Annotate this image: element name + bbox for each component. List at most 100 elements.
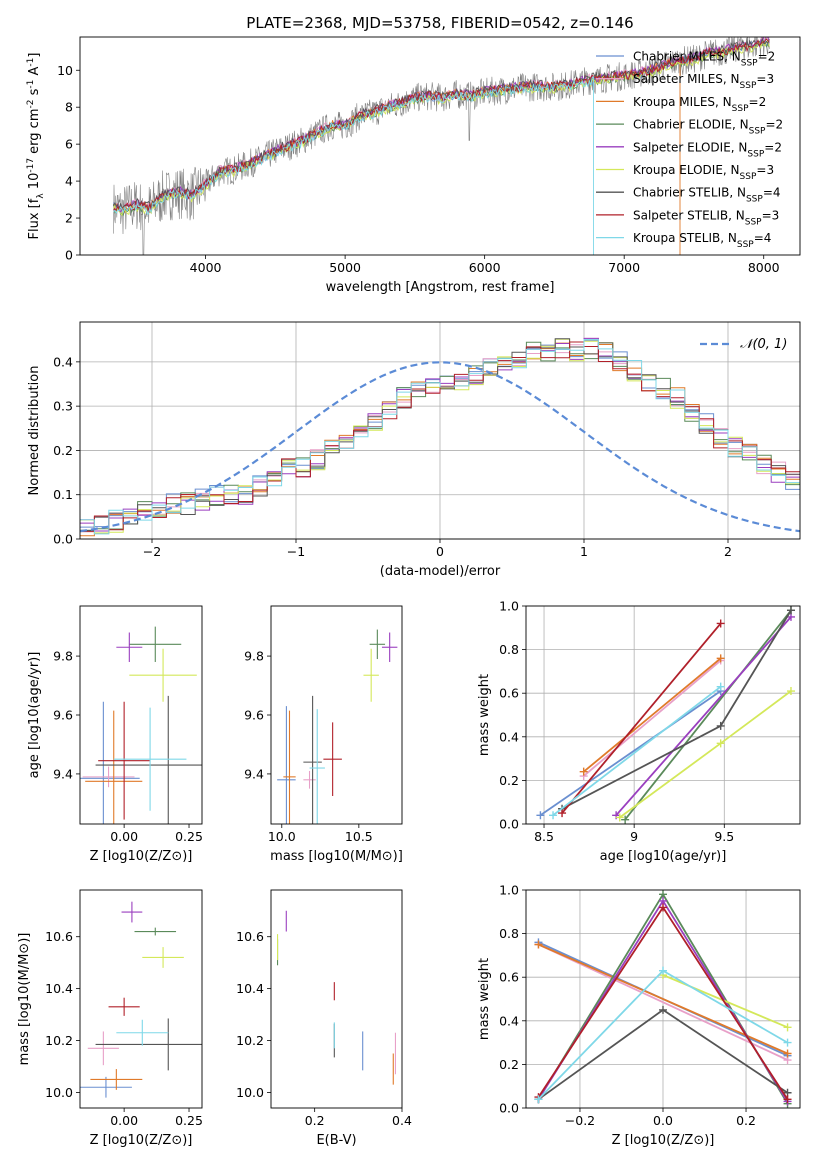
- y-tick-label: 0.8: [499, 926, 519, 941]
- weight-point-marker: [659, 903, 667, 912]
- legend-label: Chabrier STELIB, NSSP=4: [633, 186, 781, 205]
- errorbar-point: [95, 1018, 202, 1071]
- x-axis-label: (data-model)/error: [380, 564, 501, 579]
- errorbar-point: [142, 947, 184, 968]
- residual-histogram-step: [80, 337, 800, 532]
- x-axis-label: Z [log10(Z/Z⊙)]: [90, 849, 193, 864]
- residual-histogram-step: [80, 338, 800, 534]
- y-tick-label: 0.8: [499, 642, 519, 657]
- y-tick-label: 9.4: [244, 766, 264, 781]
- errorbar-point: [283, 710, 296, 824]
- x-tick-label: 0.00: [110, 829, 138, 844]
- weight-series-line: [619, 690, 792, 819]
- y-tick-label: 1.0: [499, 883, 519, 898]
- weight-point-marker: [786, 606, 795, 615]
- y-tick-label: 2: [65, 211, 73, 226]
- x-tick-label: 9: [630, 829, 638, 844]
- x-tick-label: 0.25: [175, 829, 203, 844]
- y-tick-label: 0.6: [499, 970, 519, 985]
- panel-mass_vs_Z: 0.00 0.25 10.0 10.2 10.4 10.6 Z [log10(Z/Z⊙)] m…: [17, 889, 203, 1148]
- residual-histogram-step: [80, 342, 800, 537]
- plot-frame: [79, 36, 801, 256]
- errorbar-point: [309, 709, 325, 824]
- y-tick-label: 10.0: [45, 1085, 73, 1100]
- weight-series-line: [615, 616, 792, 816]
- weight-series-line: [662, 974, 788, 1029]
- errorbar-point: [369, 629, 386, 660]
- y-tick-label: 9.4: [53, 766, 73, 781]
- x-tick-label: 5000: [329, 260, 361, 275]
- weight-point-marker: [783, 1049, 792, 1058]
- y-axis-label: mass weight: [477, 958, 492, 1040]
- panel-weight_vs_Z: −0.2 0.0 0.2 0.0 0.2 0.4 0.6 0.8 1.0 Z [log10(Z/Z…: [477, 883, 801, 1148]
- y-tick-label: 0.0: [53, 532, 73, 547]
- y-tick-label: 0.3: [53, 399, 73, 414]
- plot-frame: [270, 889, 403, 1109]
- weight-series-line: [552, 685, 722, 817]
- y-tick-label: 10.4: [236, 981, 264, 996]
- weight-point-marker: [534, 940, 543, 949]
- x-axis-label: age [log10(age/yr)]: [600, 849, 727, 864]
- weight-series-line: [561, 609, 792, 810]
- y-tick-label: 0.2: [499, 773, 519, 788]
- x-tick-label: 0.2: [736, 1113, 756, 1128]
- model-spectrum-line: [113, 38, 770, 212]
- plot-frame: [79, 889, 203, 1109]
- weight-point-marker: [558, 809, 567, 818]
- errorbar-point: [303, 695, 322, 824]
- y-tick-label: 9.8: [53, 649, 73, 664]
- panel-residuals: −2 −1 0 1 2 0.0 0.1 0.2 0.3 0.4 (data-model)/error…: [27, 321, 801, 579]
- weight-series-line: [561, 622, 722, 814]
- x-tick-label: 8.5: [534, 829, 554, 844]
- errorbar-point: [381, 632, 398, 662]
- panel-age_vs_mass: 10.0 10.5 9.4 9.6 9.8 mass [log10(M/M⊙)]: [244, 605, 403, 864]
- legend-label: Salpeter STELIB, NSSP=3: [633, 208, 779, 227]
- weight-point-marker: [716, 654, 725, 663]
- weight-series-line: [583, 659, 722, 777]
- residual-histogram-step: [80, 337, 800, 520]
- legend-label: Chabrier ELODIE, NSSP=2: [633, 118, 783, 137]
- y-tick-label: 0.2: [499, 1057, 519, 1072]
- y-tick-label: 1.0: [499, 599, 519, 614]
- x-tick-label: 10.0: [268, 829, 296, 844]
- x-tick-label: 0.00: [110, 1113, 138, 1128]
- x-axis-label: mass [log10(M/M⊙)]: [270, 849, 403, 864]
- errorbar-point: [108, 997, 140, 1016]
- x-axis-label: Z [log10(Z/Z⊙)]: [90, 1133, 193, 1148]
- y-tick-label: 6: [65, 137, 73, 152]
- weight-series-line: [538, 943, 788, 1061]
- y-tick-label: 10.0: [236, 1085, 264, 1100]
- plot-frame: [79, 605, 203, 825]
- residual-histogram-step: [80, 341, 800, 531]
- weight-point-marker: [615, 813, 624, 822]
- panel-mass_vs_ebv: 0.2 0.4 10.0 10.2 10.4 10.6 E(B-V): [236, 889, 412, 1148]
- errorbar-point: [116, 632, 143, 662]
- errorbar-point: [323, 722, 342, 797]
- errorbar-point: [98, 701, 151, 820]
- weight-point-marker: [621, 815, 630, 824]
- x-tick-label: 6000: [469, 260, 501, 275]
- y-tick-label: 0.6: [499, 686, 519, 701]
- errorbar-point: [113, 707, 187, 811]
- y-axis-label: Flux [fλ 10-17 erg cm-2 s-1 A-1]: [26, 53, 46, 240]
- model-spectrum-line: [113, 75, 594, 255]
- weight-point-marker: [534, 1095, 543, 1104]
- y-tick-label: 0.4: [53, 354, 73, 369]
- y-axis-label: age [log10(age/yr)]: [27, 652, 42, 779]
- x-tick-label: 4000: [190, 260, 222, 275]
- y-tick-label: 9.6: [244, 708, 264, 723]
- model-spectrum-line: [113, 37, 770, 211]
- x-axis-label: Z [log10(Z/Z⊙)]: [612, 1133, 715, 1148]
- weight-series-line: [624, 609, 792, 821]
- plot-frame: [270, 605, 403, 825]
- y-tick-label: 0.4: [499, 1013, 519, 1028]
- x-tick-label: 9.5: [714, 829, 734, 844]
- residual-histogram-step: [80, 339, 800, 535]
- residual-histogram-step: [80, 341, 800, 533]
- plot-frame: [525, 889, 801, 1109]
- x-tick-label: 0.25: [175, 1113, 203, 1128]
- x-tick-label: −0.2: [565, 1113, 595, 1128]
- y-axis-label: mass weight: [477, 674, 492, 756]
- weight-point-marker: [716, 619, 725, 628]
- y-tick-label: 10.4: [45, 981, 73, 996]
